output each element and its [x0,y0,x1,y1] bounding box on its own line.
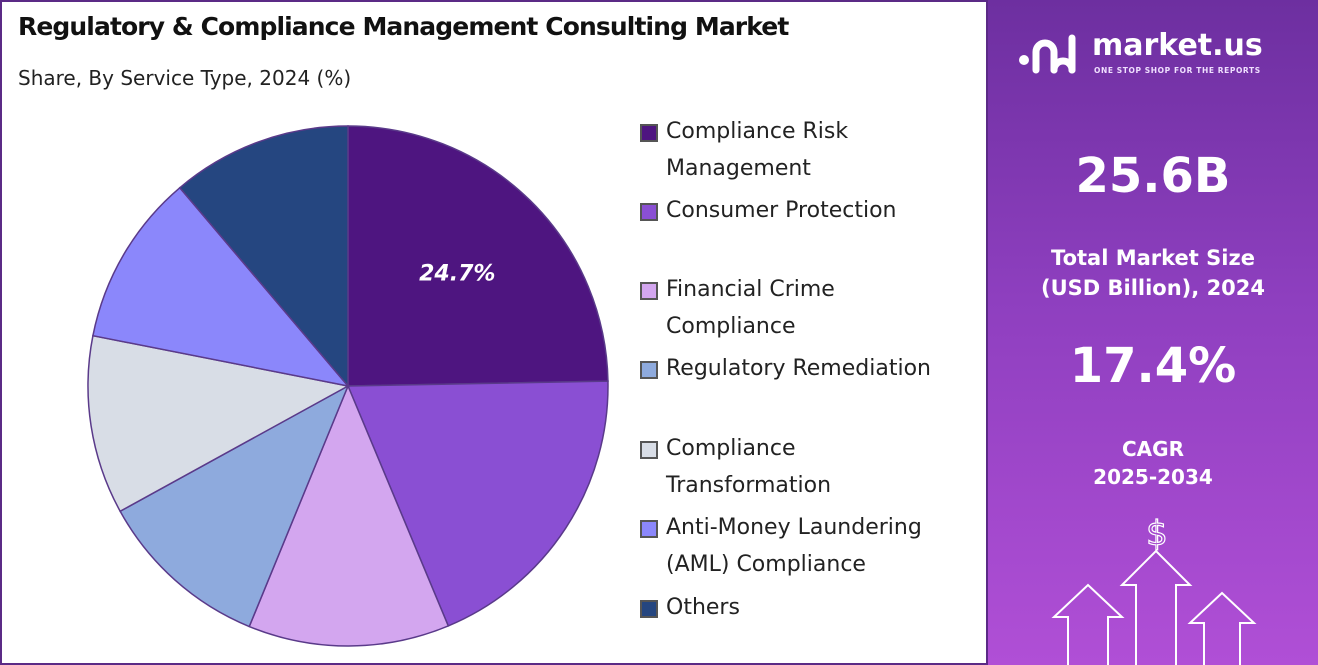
legend-swatch [640,520,658,538]
legend-label-line: Financial Crime [666,277,835,302]
pie-slice-6 [92,186,350,388]
legend-swatch [640,441,658,459]
pie-slice-3 [248,384,450,647]
legend-label-line: Transformation [666,473,832,498]
chart-subtitle: Share, By Service Type, 2024 (%) [18,66,352,90]
pie-chart: 24.7% [87,125,609,647]
legend-item: Regulatory Remediation [640,356,985,387]
market-us-logo-icon [1019,34,1076,74]
cagr-value: 17.4% [1069,338,1237,394]
legend-label: Anti-Money Laundering (AML) Compliance [666,509,922,583]
legend-label-line: Regulatory Remediation [666,356,931,381]
legend-item: Financial Crime Compliance [640,277,985,345]
legend-item: Compliance Transformation [640,436,985,504]
legend-label: Others [666,589,740,626]
cagr-label-line1: CAGR [1122,437,1184,461]
legend-swatch [640,282,658,300]
pie-data-label: 24.7% [419,262,495,287]
legend-label: Regulatory Remediation [666,350,931,387]
legend-label-line: Compliance [666,436,796,461]
legend-label: Compliance Transformation [666,430,831,504]
legend-swatch [640,600,658,618]
dollar-sign-icon: $ [1146,514,1168,554]
pie-slice-2 [346,380,609,627]
market-size-value: 25.6B [1075,148,1231,204]
brand-name: market.us [1092,28,1263,63]
brand-tagline: ONE STOP SHOP FOR THE REPORTS [1094,66,1261,75]
brand-logo: market.us ONE STOP SHOP FOR THE REPORTS [1016,28,1296,80]
legend-label-line: Compliance Risk [666,119,849,144]
legend-item: Anti-Money Laundering (AML) Compliance [640,515,985,583]
legend-item: Consumer Protection [640,198,985,229]
legend-label: Compliance Risk Management [666,113,848,187]
legend-item: Others [640,595,985,626]
legend-label-line: Others [666,595,740,620]
pie-slice-4 [119,384,350,628]
legend-label-line: Consumer Protection [666,198,897,223]
legend-label: Consumer Protection [666,192,896,229]
legend-swatch [640,361,658,379]
growth-arrows-icon: $ [1051,513,1257,665]
market-size-label-line1: Total Market Size [1051,246,1255,270]
pie-slice-1 [347,125,609,387]
chart-title: Regulatory & Compliance Management Consu… [18,12,789,41]
pie-slice-7 [178,125,349,389]
pie-slice-5 [87,334,351,513]
legend-label-line: (AML) Compliance [666,552,866,577]
legend-swatch [640,203,658,221]
legend-swatch [640,124,658,142]
chart-panel: Regulatory & Compliance Management Consu… [0,0,988,665]
summary-sidebar: market.us ONE STOP SHOP FOR THE REPORTS … [988,0,1318,665]
legend-item: Compliance Risk Management [640,119,985,187]
cagr-label-line2: 2025-2034 [1093,465,1213,489]
market-size-label-line2: (USD Billion), 2024 [1040,276,1266,300]
legend-label-line: Compliance [666,314,796,339]
legend-label-line: Management [666,156,811,181]
legend-label: Financial Crime Compliance [666,271,835,345]
legend-label-line: Anti-Money Laundering [666,515,922,540]
